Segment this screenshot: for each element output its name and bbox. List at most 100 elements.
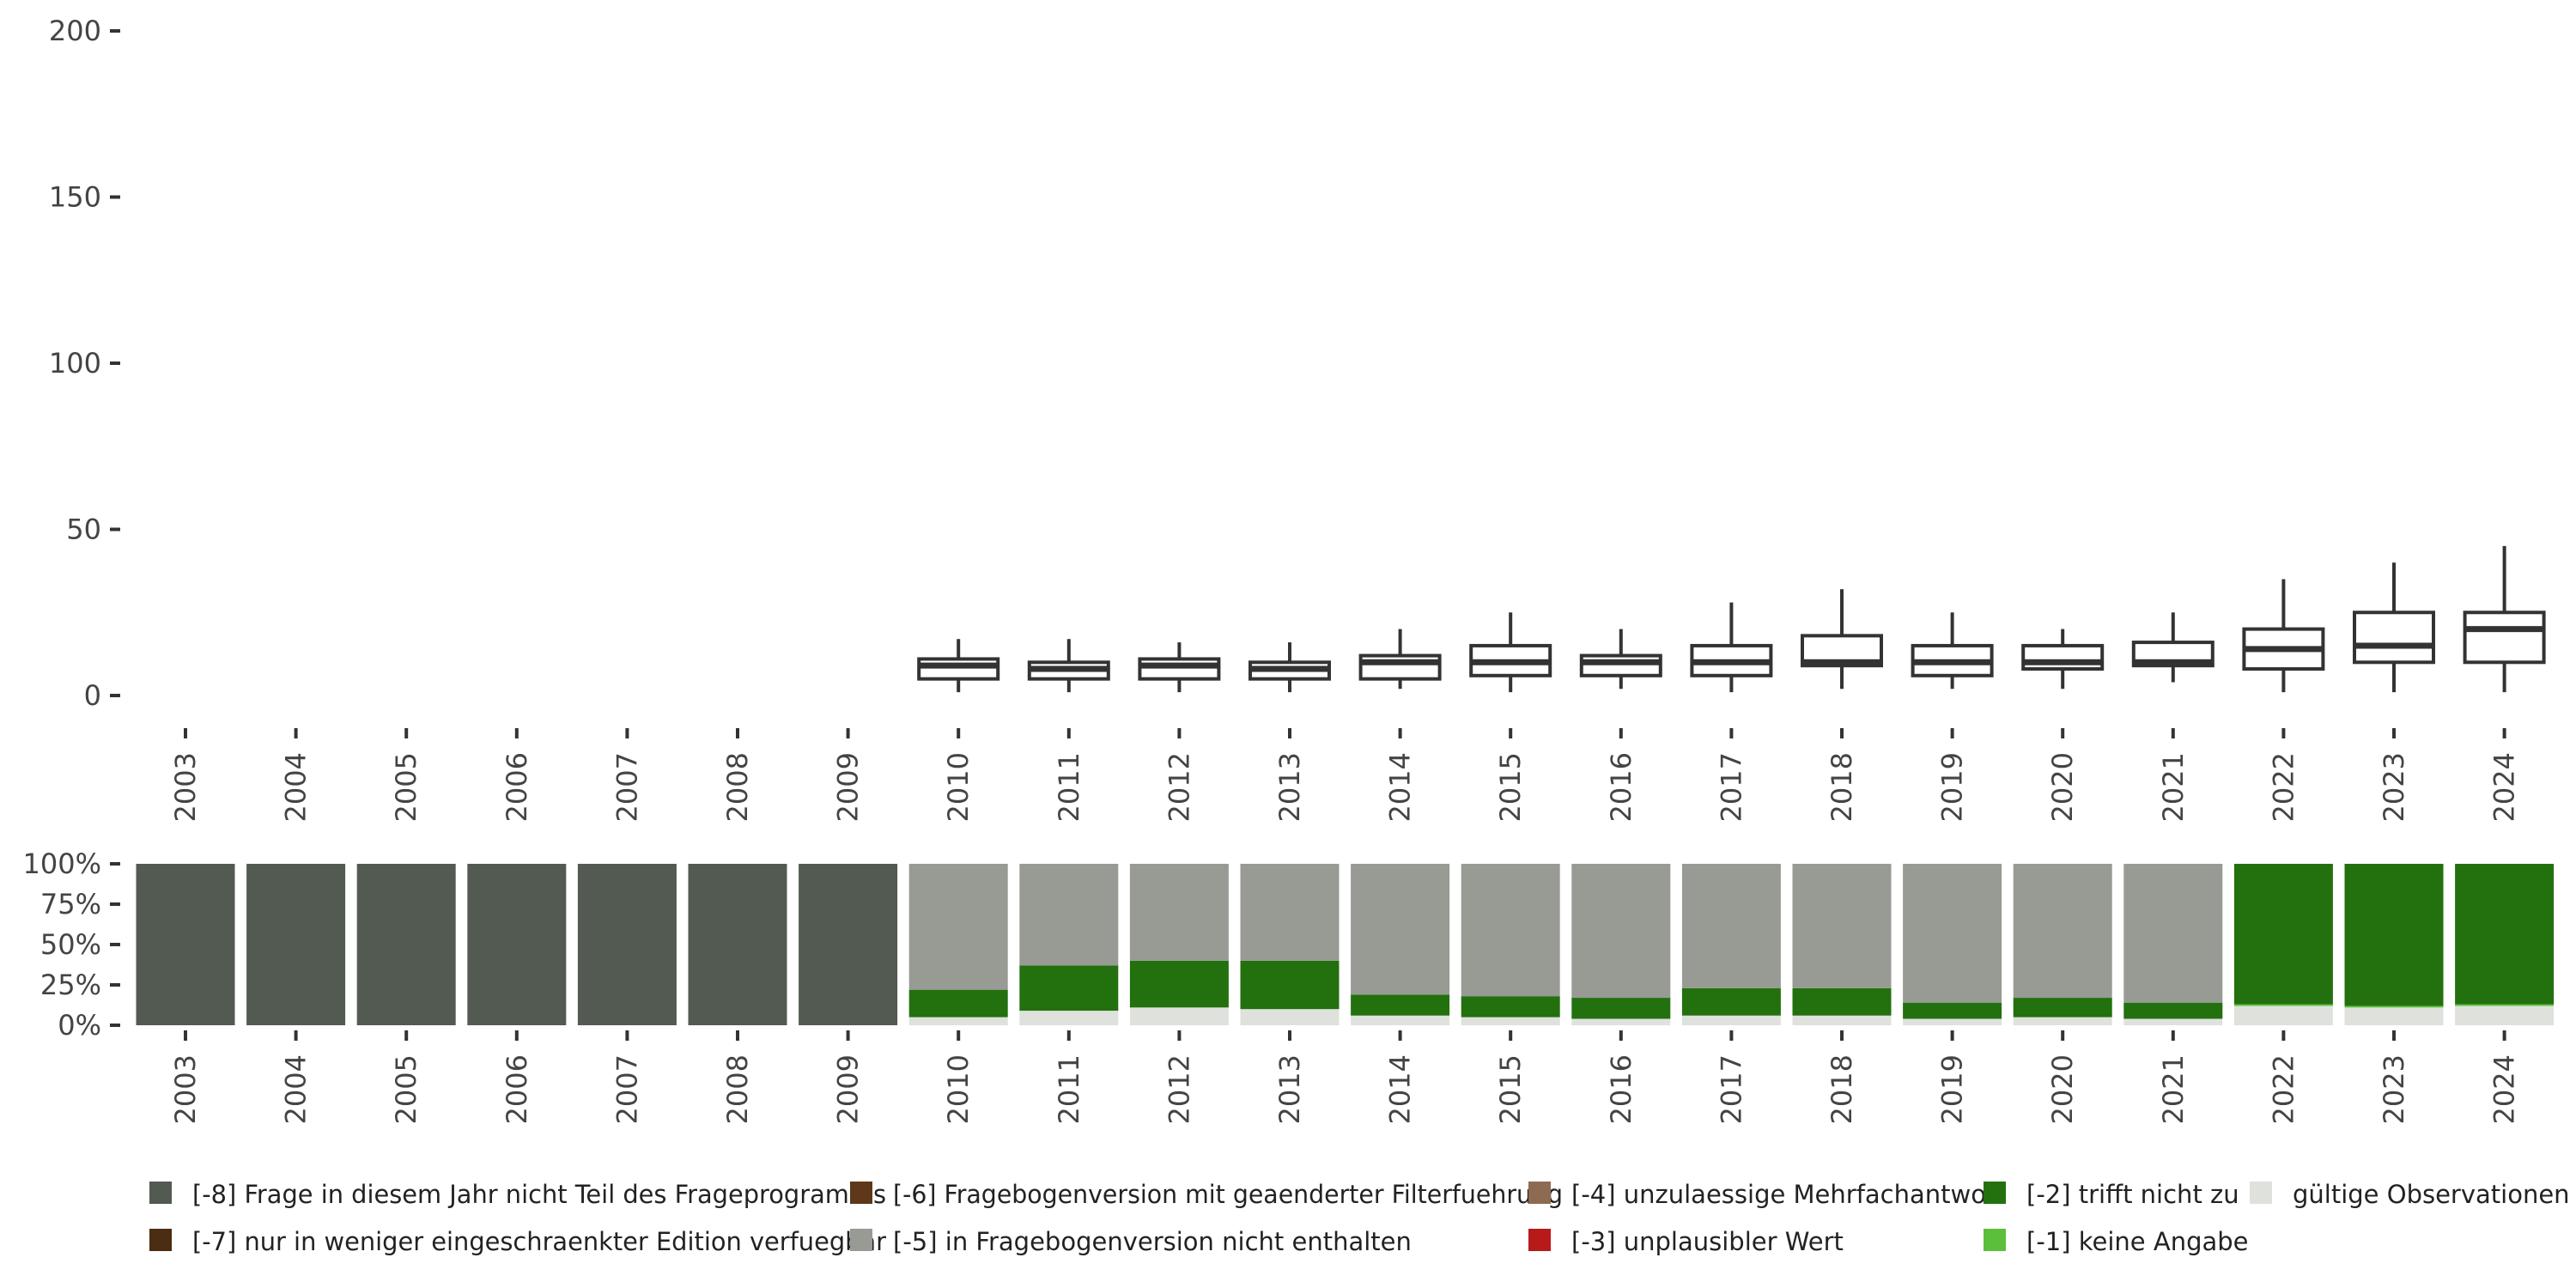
- box-x-tick-label: 2005: [390, 752, 422, 822]
- box-iqr: [2353, 611, 2435, 665]
- box-x-tick-label: 2017: [1715, 752, 1747, 822]
- legend-item: [-4] unzulaessige Mehrfachantwort: [1528, 1180, 2006, 1209]
- box-iqr: [1579, 653, 1662, 677]
- bar-x-tick-label: 2014: [1384, 1054, 1417, 1124]
- box-iqr: [1358, 653, 1442, 681]
- bar-segment-2016-4: [1571, 864, 1671, 999]
- bar-segment-2020-3: [2013, 998, 2112, 1018]
- legend-item: [-5] in Fragebogenversion nicht enthalte…: [850, 1227, 1412, 1256]
- bar-x-tick-label: 2004: [280, 1054, 313, 1124]
- bar-segment-2014-3: [1351, 994, 1450, 1016]
- bar-segment-2018-1: [1792, 1015, 1892, 1025]
- bar-x-tick-label: 2023: [2378, 1054, 2410, 1124]
- box-y-tick-label: 200: [49, 15, 101, 47]
- bar-segment-2015-4: [1461, 864, 1560, 997]
- bar-segment-2024-2: [2455, 1004, 2555, 1006]
- legend-swatch: [850, 1182, 872, 1204]
- bar-x-tick-label: 2011: [1053, 1054, 1085, 1124]
- box-y-tick-label: 0: [84, 679, 101, 712]
- legend-label: [-8] Frage in diesem Jahr nicht Teil des…: [192, 1180, 886, 1209]
- box-x-tick-label: 2016: [1605, 752, 1637, 822]
- bar-x-tick-label: 2022: [2267, 1054, 2300, 1124]
- legend-swatch: [1528, 1229, 1551, 1251]
- bar-x-tick-label: 2017: [1715, 1054, 1747, 1124]
- bar-x-tick-label: 2008: [721, 1054, 754, 1124]
- box-x-tick-label: 2012: [1163, 752, 1195, 822]
- bar-segment-2010-1: [908, 1017, 1008, 1025]
- legend-swatch: [1984, 1182, 2006, 1204]
- box-x-tick-label: 2003: [169, 752, 202, 822]
- box-x-tick-label: 2010: [942, 752, 975, 822]
- bar-segment-2017-4: [1681, 864, 1781, 988]
- legend-swatch: [1984, 1229, 2006, 1251]
- legend-label: [-7] nur in weniger eingeschraenkter Edi…: [192, 1227, 886, 1256]
- bar-x-tick-label: 2020: [2046, 1054, 2079, 1124]
- bar-x-tick-label: 2015: [1494, 1054, 1527, 1124]
- legend-item: [-6] Fragebogenversion mit geaenderter F…: [850, 1180, 1563, 1209]
- bar-segment-2019-3: [1903, 1002, 2002, 1019]
- box-x-tick-label: 2020: [2046, 752, 2079, 822]
- bar-segment-2015-3: [1461, 996, 1560, 1018]
- bar-segment-2013-3: [1240, 960, 1340, 1010]
- box-x-tick-label: 2013: [1273, 752, 1306, 822]
- bar-segment-2008-5: [688, 864, 787, 1025]
- legend-swatch: [1528, 1182, 1551, 1204]
- box-x-tick-label: 2008: [721, 752, 754, 822]
- legend-item: [-3] unplausibler Wert: [1528, 1227, 1844, 1256]
- box-iqr: [2463, 611, 2546, 665]
- box-y-tick-label: 150: [49, 181, 101, 214]
- bar-segment-2011-3: [1019, 965, 1119, 1012]
- bar-x-tick-label: 2016: [1605, 1054, 1637, 1124]
- bar-segment-2014-1: [1351, 1015, 1450, 1025]
- bar-segment-2009-5: [799, 864, 898, 1025]
- bar-segment-2021-1: [2123, 1018, 2223, 1025]
- box-2010: [917, 639, 1000, 693]
- bar-x-tick-label: 2005: [390, 1054, 422, 1124]
- bar-segment-2012-4: [1129, 864, 1229, 961]
- legend-swatch: [149, 1229, 172, 1251]
- bar-segment-2022-2: [2233, 1004, 2333, 1006]
- legend-swatch: [149, 1182, 172, 1204]
- bar-segment-2018-4: [1792, 864, 1892, 988]
- legend-label: [-1] keine Angabe: [2026, 1227, 2249, 1256]
- bar-segment-2017-3: [1681, 987, 1781, 1016]
- bar-segment-2017-1: [1681, 1015, 1781, 1025]
- legend-label: [-6] Fragebogenversion mit geaenderter F…: [893, 1180, 1563, 1209]
- bar-x-tick-label: 2012: [1163, 1054, 1195, 1124]
- legend-item: gültige Observationen: [2250, 1180, 2570, 1209]
- box-iqr: [1138, 657, 1221, 681]
- bar-segment-2013-4: [1240, 864, 1340, 961]
- bar-segment-2019-1: [1903, 1018, 2002, 1025]
- legend-label: [-5] in Fragebogenversion nicht enthalte…: [893, 1227, 1412, 1256]
- bar-segment-2007-5: [577, 864, 677, 1025]
- box-x-tick-label: 2022: [2267, 752, 2300, 822]
- box-y-tick-label: 100: [49, 347, 101, 380]
- box-2023: [2353, 562, 2435, 693]
- bar-segment-2022-3: [2233, 864, 2333, 1005]
- bar-segment-2019-4: [1903, 864, 2002, 1003]
- legend-label: [-2] trifft nicht zu: [2026, 1180, 2239, 1209]
- box-x-tick-label: 2011: [1053, 752, 1085, 822]
- bar-segment-2013-1: [1240, 1009, 1340, 1025]
- box-2012: [1138, 642, 1221, 693]
- box-2015: [1469, 612, 1552, 693]
- boxplot-panel: 0 50 100 150 200 2003 2004 2005 2006 2007 2008 2009…: [49, 15, 2546, 822]
- box-x-tick-label: 2018: [1826, 752, 1858, 822]
- bar-y-tick-label: 25%: [40, 969, 101, 1001]
- legend-item: [-7] nur in weniger eingeschraenkter Edi…: [149, 1227, 886, 1256]
- box-2013: [1249, 642, 1331, 693]
- bar-segment-2015-1: [1461, 1017, 1560, 1025]
- box-2011: [1027, 639, 1110, 693]
- bar-segment-2006-5: [467, 864, 567, 1025]
- bar-segment-2016-3: [1571, 998, 1671, 1019]
- box-x-tick-label: 2024: [2488, 752, 2521, 822]
- box-2016: [1579, 629, 1662, 690]
- bar-segment-2010-4: [908, 864, 1008, 990]
- bar-segment-2005-5: [356, 864, 456, 1025]
- stacked-bar-panel: 0% 25% 50% 75% 100% 2003 2004 2005 2006 2007 2008 2…: [23, 848, 2555, 1124]
- box-x-tick-label: 2007: [611, 752, 643, 822]
- legend-item: [-1] keine Angabe: [1984, 1227, 2249, 1256]
- bar-segment-2011-1: [1019, 1011, 1119, 1025]
- legend-label: gültige Observationen: [2293, 1180, 2570, 1209]
